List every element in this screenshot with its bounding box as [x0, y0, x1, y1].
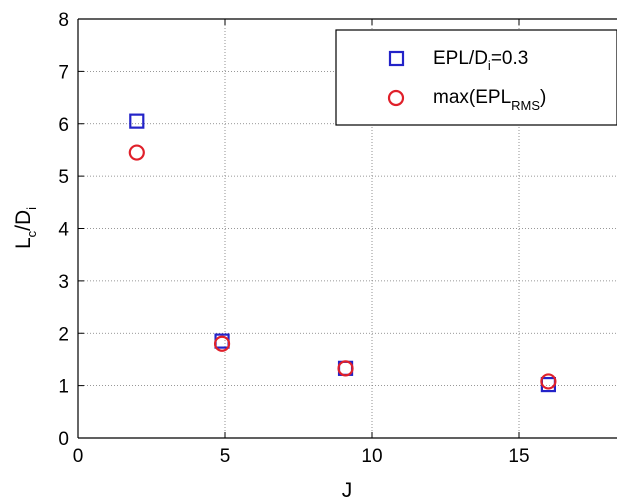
y-ticks: 0 1 2 3 4 5 6 7 8 [58, 10, 84, 450]
x-tick-label: 15 [508, 446, 529, 467]
x-tick-label: 0 [73, 446, 84, 467]
y-tick-label: 7 [58, 62, 69, 83]
legend-box [335, 29, 617, 126]
x-tick-label: 5 [220, 446, 231, 467]
series-2-point [540, 373, 557, 390]
y-axis-label: Lc/Di [12, 207, 39, 249]
x-tick-label: 10 [361, 446, 382, 467]
x-axis-label: J [342, 479, 353, 499]
legend-marker-circle [387, 89, 405, 107]
series-2-point [128, 144, 145, 161]
series-2-point [337, 360, 354, 377]
y-tick-label: 8 [58, 10, 69, 31]
series-1-point [129, 113, 145, 129]
y-tick-label: 4 [58, 220, 69, 241]
legend-marker-square [388, 50, 405, 67]
legend-label-series-1: EPL/Di=0.3 [433, 48, 528, 73]
y-tick-label: 6 [58, 115, 69, 136]
legend: EPL/Di=0.3 max(EPLRMS) [335, 29, 617, 126]
y-tick-label: 0 [58, 429, 69, 450]
series-2-point [213, 335, 231, 352]
data-points [128, 113, 557, 393]
legend-label-series-2: max(EPLRMS) [433, 87, 546, 113]
y-tick-label: 5 [58, 167, 69, 188]
y-tick-label: 1 [58, 377, 69, 398]
x-ticks: 0 5 10 15 [73, 19, 530, 467]
y-tick-label: 2 [58, 324, 69, 345]
y-tick-label: 3 [58, 272, 69, 293]
